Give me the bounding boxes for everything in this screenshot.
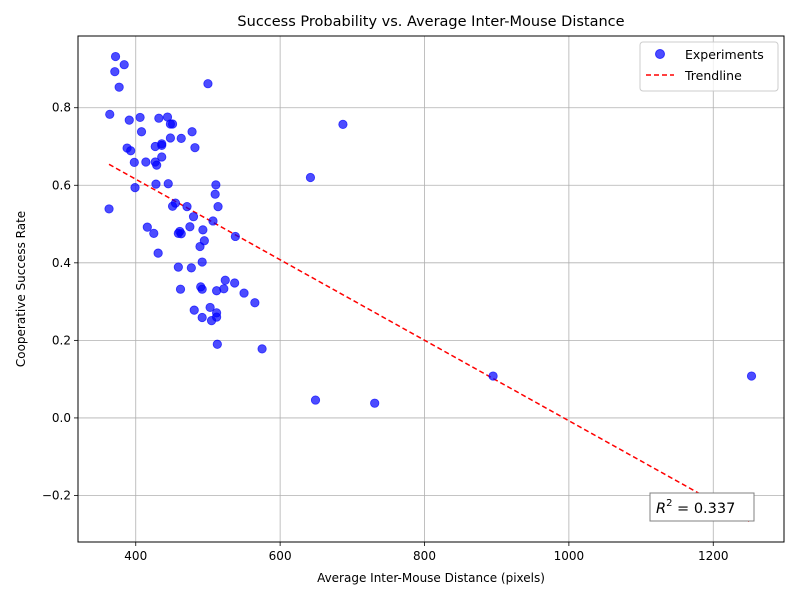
legend-label-trendline: Trendline [684,68,742,83]
y-tick-label: 0.2 [52,333,71,347]
data-point [203,79,213,89]
data-point [141,157,151,167]
data-point [212,286,222,296]
data-point [124,115,134,125]
data-point [173,262,183,272]
data-point [746,371,757,381]
data-point [197,257,207,267]
data-point [176,133,186,143]
data-point [305,172,316,183]
data-point [105,109,115,119]
y-tick-label: 0.4 [52,256,71,270]
data-point [488,371,498,381]
data-point [152,160,162,170]
y-axis-ticks: −0.2 0.0 0.2 0.4 0.6 0.8 [42,101,78,502]
data-point [104,204,114,214]
r-squared-annotation: R2 = 0.337 [649,492,755,522]
data-point [187,127,197,137]
x-tick-label: 1200 [698,549,729,563]
y-tick-label: 0.0 [52,411,71,425]
data-point [239,288,249,298]
data-point [370,398,380,408]
data-point [167,201,178,211]
data-point [206,316,217,326]
data-point [182,202,192,212]
data-point [129,157,139,168]
data-point [119,60,129,70]
data-point [257,344,267,354]
data-point [189,305,199,315]
x-tick-label: 800 [413,549,436,563]
legend-label-experiments: Experiments [685,47,764,62]
grid-lines [78,36,784,542]
data-point [186,263,196,273]
data-point [130,183,140,193]
data-point [230,278,240,288]
x-axis-ticks: 400 600 800 1000 1200 [124,542,729,563]
data-point [197,284,207,294]
y-tick-label: 0.8 [52,101,71,115]
data-point [211,180,221,190]
data-point [135,112,145,123]
data-point [150,141,160,152]
data-point [157,152,167,162]
x-tick-label: 1000 [554,549,585,563]
data-point [205,302,215,313]
r-squared-box [649,492,755,522]
data-point [197,312,207,323]
data-point [142,222,152,232]
data-point [213,202,223,212]
data-point [110,67,120,77]
y-tick-label: 0.6 [52,178,71,192]
data-point [250,298,260,308]
plot-frame [77,35,785,543]
data-point [230,231,240,242]
data-point [175,284,186,294]
y-axis-label: Cooperative Success Rate [14,211,28,367]
data-point [185,222,195,232]
data-point [136,127,147,137]
data-point [188,212,199,222]
y-tick-label: −0.2 [42,488,71,502]
data-point [310,395,321,405]
x-tick-label: 600 [269,549,292,563]
r-squared-text: R2 = 0.337 [656,498,735,517]
data-point [149,228,159,238]
data-point [220,275,230,285]
data-point [212,339,222,349]
data-point [338,119,348,130]
data-point [163,179,173,189]
data-point [208,216,218,226]
data-point [176,229,186,239]
data-point [210,189,220,199]
data-point [190,143,200,153]
data-point [114,82,124,92]
x-tick-label: 400 [124,549,147,563]
data-point [126,146,136,156]
data-point [198,225,208,235]
data-point [195,241,205,252]
data-point [151,179,161,189]
data-point [153,248,163,258]
data-point [154,113,164,123]
scatter-points [104,51,757,408]
x-axis-label: Average Inter-Mouse Distance (pixels) [317,571,545,585]
legend-marker-experiments [655,49,665,59]
data-point [167,119,178,129]
data-point [110,51,121,62]
legend-box [639,41,779,92]
legend: Experiments Trendline [639,41,779,92]
chart-title: Success Probability vs. Average Inter-Mo… [237,14,624,30]
data-point [165,133,176,143]
